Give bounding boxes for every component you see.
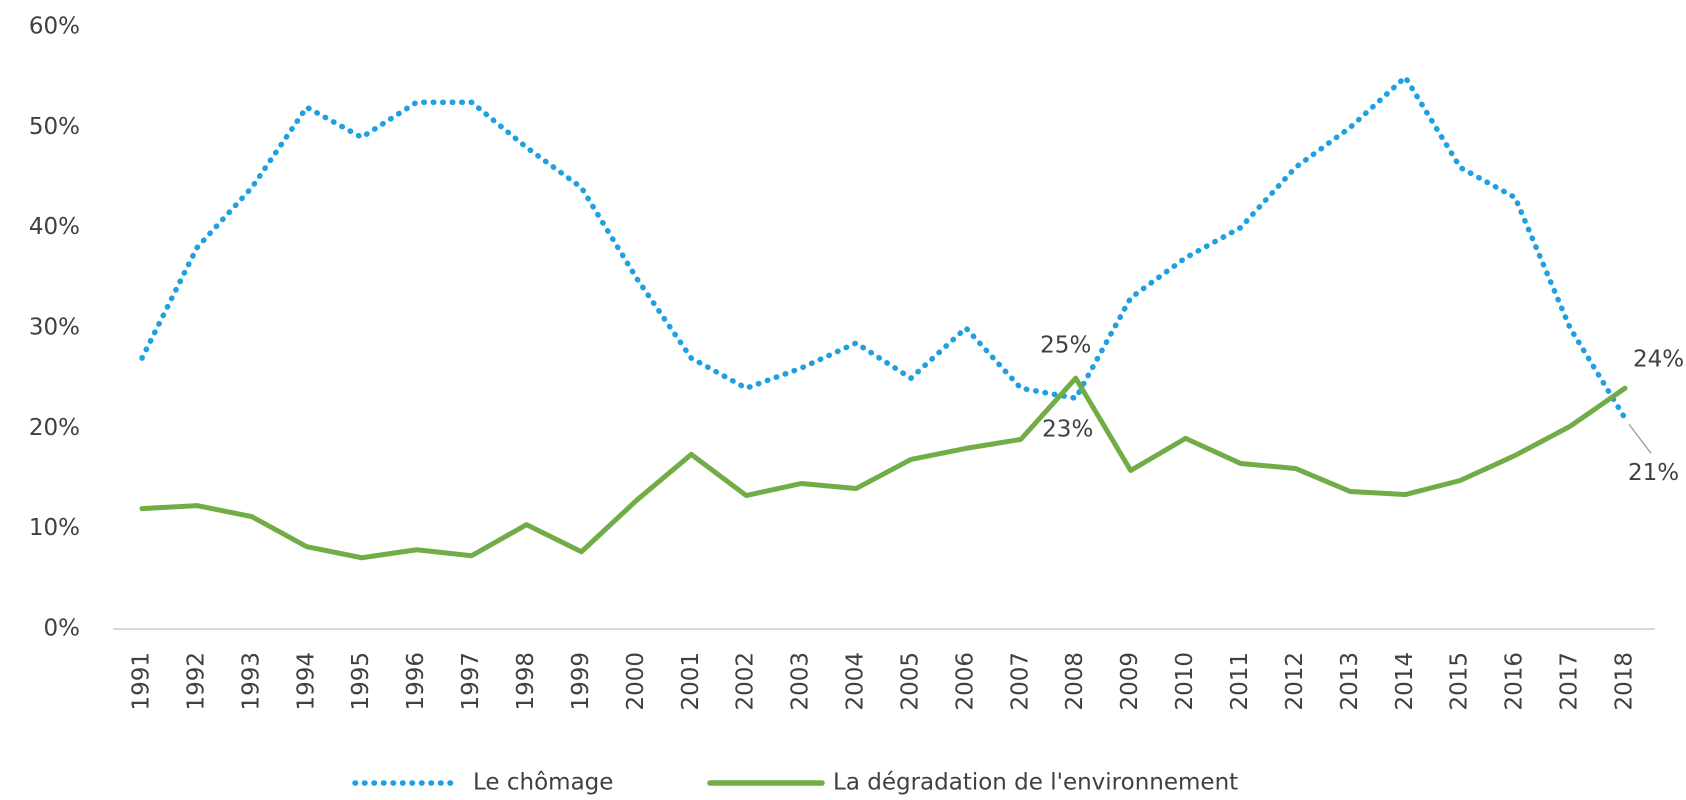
x-tick-label: 1994 [293, 652, 319, 711]
y-tick-label: 0% [44, 616, 81, 642]
x-tick-label: 2012 [1282, 652, 1308, 711]
x-tick-label: 2017 [1557, 652, 1583, 711]
x-tick-label: 2010 [1172, 652, 1198, 711]
y-tick-label: 40% [29, 214, 80, 240]
series-line [139, 375, 1628, 561]
x-tick-label: 2001 [678, 652, 704, 711]
legend-label: Le chômage [473, 770, 613, 796]
x-tick-label: 2007 [1007, 652, 1033, 711]
y-tick-label: 30% [29, 315, 80, 341]
x-tick-label: 1993 [238, 652, 264, 711]
x-tick-label: 2018 [1612, 652, 1638, 711]
y-tick-label: 10% [29, 515, 80, 541]
x-tick-label: 2009 [1117, 652, 1143, 711]
leader-line [1628, 423, 1652, 454]
x-tick-label: 2000 [623, 652, 649, 711]
x-tick-label: 2013 [1337, 652, 1363, 711]
x-tick-label: 2008 [1062, 652, 1088, 711]
x-tick-label: 2005 [897, 652, 923, 711]
series-line [139, 74, 1628, 422]
legend-label: La dégradation de l'environnement [833, 770, 1238, 796]
y-tick-label: 60% [29, 14, 80, 40]
data-label: 21% [1628, 460, 1679, 486]
x-tick-label: 1998 [513, 652, 539, 711]
x-tick-label: 1997 [458, 652, 484, 711]
x-tick-label: 2016 [1502, 652, 1528, 711]
x-tick-label: 1996 [403, 652, 429, 711]
x-tick-label: 1991 [129, 652, 155, 711]
x-tick-label: 2006 [952, 652, 978, 711]
data-label: 24% [1633, 347, 1684, 373]
x-tick-label: 1995 [348, 652, 374, 711]
x-tick-label: 2014 [1392, 652, 1418, 711]
data-label: 23% [1042, 417, 1093, 443]
x-tick-label: 2003 [788, 652, 814, 711]
y-tick-label: 20% [29, 415, 80, 441]
y-tick-label: 50% [29, 114, 80, 140]
x-tick-label: 2011 [1227, 652, 1253, 711]
x-tick-label: 1999 [568, 652, 594, 711]
x-tick-label: 1992 [183, 652, 209, 711]
x-tick-label: 2004 [843, 652, 869, 711]
x-tick-label: 2002 [733, 652, 759, 711]
data-label: 25% [1040, 333, 1091, 359]
x-tick-label: 2015 [1447, 652, 1473, 711]
